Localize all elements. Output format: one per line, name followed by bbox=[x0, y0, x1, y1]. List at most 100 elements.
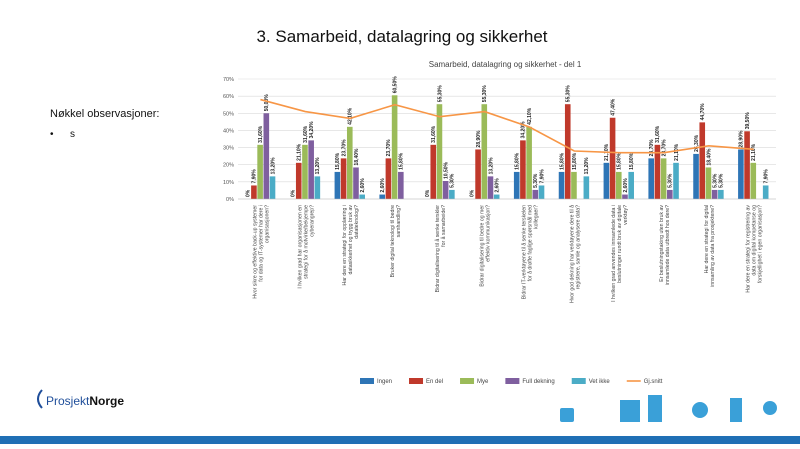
bar bbox=[257, 145, 263, 199]
bar bbox=[616, 172, 622, 199]
legend-label: Gj.snitt bbox=[644, 379, 663, 385]
icon bbox=[648, 395, 662, 422]
value-label: 42,10% bbox=[527, 107, 533, 125]
bar bbox=[604, 163, 610, 199]
legend-swatch bbox=[572, 378, 586, 384]
value-label: 31,60% bbox=[258, 125, 264, 143]
logo-suffix: Norge bbox=[89, 394, 124, 408]
x-tick-line: effektiv kommunikasjon? bbox=[486, 205, 492, 262]
legend-swatch bbox=[505, 378, 519, 384]
value-label: 15,80% bbox=[617, 152, 623, 170]
value-label: 23,70% bbox=[341, 139, 347, 157]
value-label: 18,40% bbox=[706, 148, 712, 166]
value-label: 23,70% bbox=[649, 139, 655, 157]
value-label: 15,80% bbox=[559, 152, 565, 170]
legend-label: Ingen bbox=[377, 379, 392, 385]
x-tick-line: Bidrar digitalisering til å senke terskl… bbox=[434, 205, 441, 293]
chart-title: Samarbeid, datalagring og sikkerhet - de… bbox=[429, 60, 582, 69]
x-tick-line: datateknologi? bbox=[354, 205, 360, 239]
value-label: 23,70% bbox=[661, 139, 667, 157]
notes-heading: Nøkkel observasjoner: bbox=[50, 108, 159, 120]
bar bbox=[738, 149, 744, 199]
value-label: 15,80% bbox=[399, 152, 405, 170]
bar bbox=[526, 127, 532, 199]
y-tick-label: 20% bbox=[223, 163, 234, 169]
x-tick-line: forskjellighet i egen organisasjon? bbox=[758, 205, 764, 283]
value-label: 7,90% bbox=[539, 169, 545, 184]
value-label: 5,30% bbox=[712, 173, 718, 188]
bar bbox=[302, 145, 308, 199]
bar bbox=[347, 127, 353, 199]
bar bbox=[437, 104, 443, 199]
legend-swatch bbox=[360, 378, 374, 384]
value-label: 21,10% bbox=[674, 143, 680, 161]
legend-label: Mye bbox=[477, 379, 489, 385]
bar bbox=[648, 158, 654, 199]
bar bbox=[744, 131, 750, 199]
slide: 3. Samarbeid, datalagring og sikkerhet S… bbox=[0, 0, 800, 444]
legend-label: En del bbox=[426, 379, 443, 385]
x-tick-line: Hvor god dekning har verktøyene dere til… bbox=[568, 205, 575, 303]
x-tick-line: for å drøfte faglige spørsmål med bbox=[526, 205, 533, 282]
x-tick-line: verktøy? bbox=[623, 205, 629, 225]
value-label: 0% bbox=[425, 189, 431, 197]
legend-label: Full dekning bbox=[522, 379, 554, 385]
value-label: 60,50% bbox=[392, 76, 398, 94]
y-tick-label: 60% bbox=[223, 94, 234, 100]
value-label: 0% bbox=[246, 189, 252, 197]
bar bbox=[398, 172, 404, 199]
x-tick-line: kollegaer? bbox=[533, 205, 539, 229]
bar bbox=[308, 140, 314, 199]
value-label: 31,60% bbox=[431, 125, 437, 143]
bar bbox=[392, 95, 398, 199]
value-label: 21,10% bbox=[297, 143, 303, 161]
bar bbox=[718, 190, 724, 199]
value-label: 28,90% bbox=[739, 130, 745, 148]
bar bbox=[712, 190, 718, 199]
bar bbox=[296, 163, 302, 199]
x-tick-line: for å samarbeide? bbox=[440, 205, 447, 247]
x-tick-line: registrere, samle og analysere data? bbox=[575, 205, 581, 289]
value-label: 18,40% bbox=[354, 148, 360, 166]
bar bbox=[667, 190, 673, 199]
icon bbox=[730, 398, 742, 422]
value-label: 42,10% bbox=[348, 107, 354, 125]
value-label: 26,30% bbox=[694, 134, 700, 152]
value-label: 55,30% bbox=[482, 85, 488, 103]
x-tick-line: Bidrar IT-verktøyene til å senke terskel… bbox=[520, 205, 527, 299]
bar bbox=[699, 122, 705, 199]
value-label: 5,30% bbox=[719, 173, 725, 188]
bar bbox=[565, 104, 571, 199]
value-label: 13,20% bbox=[584, 157, 590, 175]
icon bbox=[763, 401, 777, 415]
bar bbox=[571, 172, 577, 199]
value-label: 0% bbox=[290, 189, 296, 197]
value-label: 15,80% bbox=[335, 152, 341, 170]
icon bbox=[620, 400, 640, 422]
value-label: 5,30% bbox=[533, 173, 539, 188]
bar bbox=[359, 195, 365, 199]
bar bbox=[533, 190, 539, 199]
value-label: 55,30% bbox=[437, 85, 443, 103]
value-label: 7,90% bbox=[763, 169, 769, 184]
bar bbox=[520, 140, 526, 199]
bar bbox=[386, 158, 392, 199]
bar bbox=[622, 195, 628, 199]
x-tick-line: strategi for å motvirke/bekjempe bbox=[302, 205, 309, 279]
bar bbox=[673, 163, 679, 199]
value-label: 55,30% bbox=[566, 85, 572, 103]
logo-prefix: Prosjekt bbox=[46, 394, 90, 408]
x-tick-line: innsamlede data utbredt hos dere? bbox=[665, 205, 671, 285]
legend-swatch bbox=[460, 378, 474, 384]
bar bbox=[706, 167, 712, 199]
value-label: 31,60% bbox=[655, 125, 661, 143]
x-tick-label: Hvor god dekning har verktøyene dere til… bbox=[568, 205, 581, 303]
x-tick-line: samhandling? bbox=[396, 205, 402, 237]
bar bbox=[610, 118, 616, 199]
bar bbox=[264, 113, 270, 199]
bar bbox=[443, 181, 449, 199]
value-label: 28,90% bbox=[476, 130, 482, 148]
logo-text: ProsjektNorge bbox=[46, 394, 124, 408]
x-tick-label: Er beslutningstaking uten bruk avinnsaml… bbox=[659, 205, 671, 286]
slide-title: 3. Samarbeid, datalagring og sikkerhet bbox=[256, 27, 547, 46]
